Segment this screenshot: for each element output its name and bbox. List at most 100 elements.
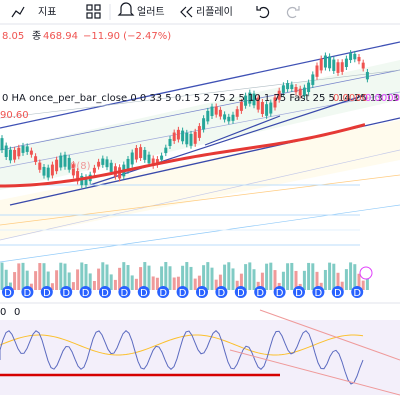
candle-body <box>218 109 222 117</box>
volume-bar <box>319 282 323 290</box>
candle-body <box>130 152 134 165</box>
candle-body <box>265 104 269 116</box>
volume-bar <box>307 262 311 290</box>
dividend-label: D <box>82 288 90 299</box>
volume-bar <box>294 270 298 290</box>
toolbar-item[interactable]: 얼러트 <box>137 6 165 18</box>
candle-body <box>63 154 67 167</box>
candle-body <box>181 130 185 142</box>
candle-body <box>206 110 210 122</box>
candle-body <box>168 139 172 146</box>
candle-body <box>244 95 248 106</box>
candle-body <box>281 85 285 93</box>
candle-body <box>340 62 344 72</box>
volume-bar <box>139 267 143 290</box>
candle-body <box>197 126 201 138</box>
volume-bar <box>218 274 222 290</box>
toolbar-item[interactable]: 리플레이 <box>196 6 233 18</box>
candle-body <box>134 147 138 160</box>
volume-bar <box>29 283 33 290</box>
dividend-label: D <box>334 288 342 299</box>
candle-body <box>269 102 273 114</box>
pane-label: 0 <box>14 307 20 318</box>
volume-bar <box>46 271 50 290</box>
candle-body <box>319 58 323 71</box>
undo-icon <box>256 6 270 19</box>
candle-body <box>235 109 239 117</box>
trend-line <box>0 69 400 119</box>
candle-body <box>357 56 361 62</box>
candle-body <box>248 92 252 104</box>
candle-body <box>344 58 348 67</box>
dividend-marker <box>196 286 208 298</box>
candle-body <box>143 149 147 160</box>
dividend-marker <box>234 286 247 298</box>
candle-body <box>277 90 281 100</box>
volume-bar <box>281 271 285 290</box>
candle-body <box>223 114 227 120</box>
candle-body <box>214 106 218 115</box>
candle-body <box>80 175 84 186</box>
volume-bar <box>88 273 92 290</box>
alert-icon <box>117 2 135 16</box>
candle-body <box>71 164 75 176</box>
volume-bar <box>80 262 84 290</box>
volume-bar <box>151 276 155 290</box>
candle-body <box>328 56 332 69</box>
volume-bar <box>76 269 80 290</box>
indicator-icon <box>11 6 25 18</box>
volume-bar <box>244 264 248 290</box>
volume-bar <box>357 273 361 290</box>
dividend-label: D <box>159 288 167 299</box>
dividend-label: D <box>179 288 187 299</box>
price-label: 90.60 <box>0 110 29 121</box>
candle-body <box>164 147 168 154</box>
replay-icon <box>180 6 193 18</box>
volume-bar <box>223 264 227 290</box>
event-marker <box>359 266 373 280</box>
candle-body <box>349 53 353 61</box>
channel-fill <box>0 120 400 240</box>
candle-body <box>323 55 327 68</box>
volume-bar <box>97 268 101 290</box>
candle-body <box>101 158 105 165</box>
volume-bar <box>290 262 294 290</box>
candle-body <box>290 84 294 89</box>
volume-bar <box>197 275 201 290</box>
volume-bar <box>214 279 218 290</box>
redo-icon <box>286 6 300 19</box>
dividend-label: D <box>4 288 12 299</box>
candle-body <box>42 166 46 176</box>
volume-bar <box>130 275 134 290</box>
dividend-label: D <box>276 288 284 299</box>
trend-line <box>0 69 400 151</box>
toolbar-item[interactable]: 지표 <box>38 6 56 18</box>
candle-body <box>21 145 25 153</box>
volume-bar <box>25 270 29 290</box>
dividend-label: D <box>140 288 148 299</box>
layout-icon <box>94 4 101 11</box>
candle-body <box>38 162 42 170</box>
volume-bar <box>311 263 315 290</box>
dividend-marker <box>351 286 364 298</box>
volume-bar <box>55 270 59 290</box>
volume-bar <box>340 281 344 290</box>
trend-line <box>0 174 400 226</box>
volume-bar <box>265 263 269 290</box>
candle-body <box>227 116 231 122</box>
volume-bar <box>63 263 67 290</box>
dividend-marker <box>137 286 150 298</box>
candle-body <box>239 101 243 111</box>
volume-bar <box>227 262 231 290</box>
volume-bar <box>248 262 252 290</box>
candle-body <box>332 59 336 71</box>
candle-body <box>189 133 193 146</box>
dividend-marker <box>215 286 228 298</box>
trend-line <box>0 149 400 241</box>
dividend-marker <box>2 286 14 298</box>
candle-body <box>46 167 50 178</box>
candle-body <box>76 171 80 182</box>
dividend-marker <box>331 286 344 298</box>
legend-close-label: 종 <box>32 30 41 42</box>
dividend-label: D <box>62 288 70 299</box>
